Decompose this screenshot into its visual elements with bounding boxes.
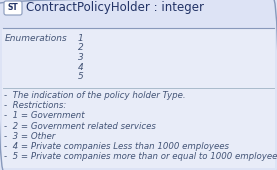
Text: -  1 = Government: - 1 = Government: [4, 111, 85, 120]
Text: ST: ST: [8, 4, 18, 13]
Text: -  3 = Other: - 3 = Other: [4, 132, 55, 141]
Text: -  2 = Government related services: - 2 = Government related services: [4, 122, 156, 131]
Bar: [2, 29, 275, 168]
Text: -  The indication of the policy holder Type.: - The indication of the policy holder Ty…: [4, 91, 186, 100]
Text: -  Restrictions:: - Restrictions:: [4, 101, 66, 110]
Text: -  5 = Private companies more than or equal to 1000 employees.: - 5 = Private companies more than or equ…: [4, 152, 277, 161]
Text: 3: 3: [78, 53, 84, 62]
Text: 2: 2: [78, 44, 84, 53]
FancyBboxPatch shape: [4, 1, 22, 15]
Text: 1: 1: [78, 34, 84, 43]
Text: -  4 = Private companies Less than 1000 employees: - 4 = Private companies Less than 1000 e…: [4, 142, 229, 151]
Text: 4: 4: [78, 63, 84, 72]
Text: ContractPolicyHolder : integer: ContractPolicyHolder : integer: [26, 2, 204, 14]
Text: Enumerations: Enumerations: [5, 34, 68, 43]
Text: 5: 5: [78, 72, 84, 81]
